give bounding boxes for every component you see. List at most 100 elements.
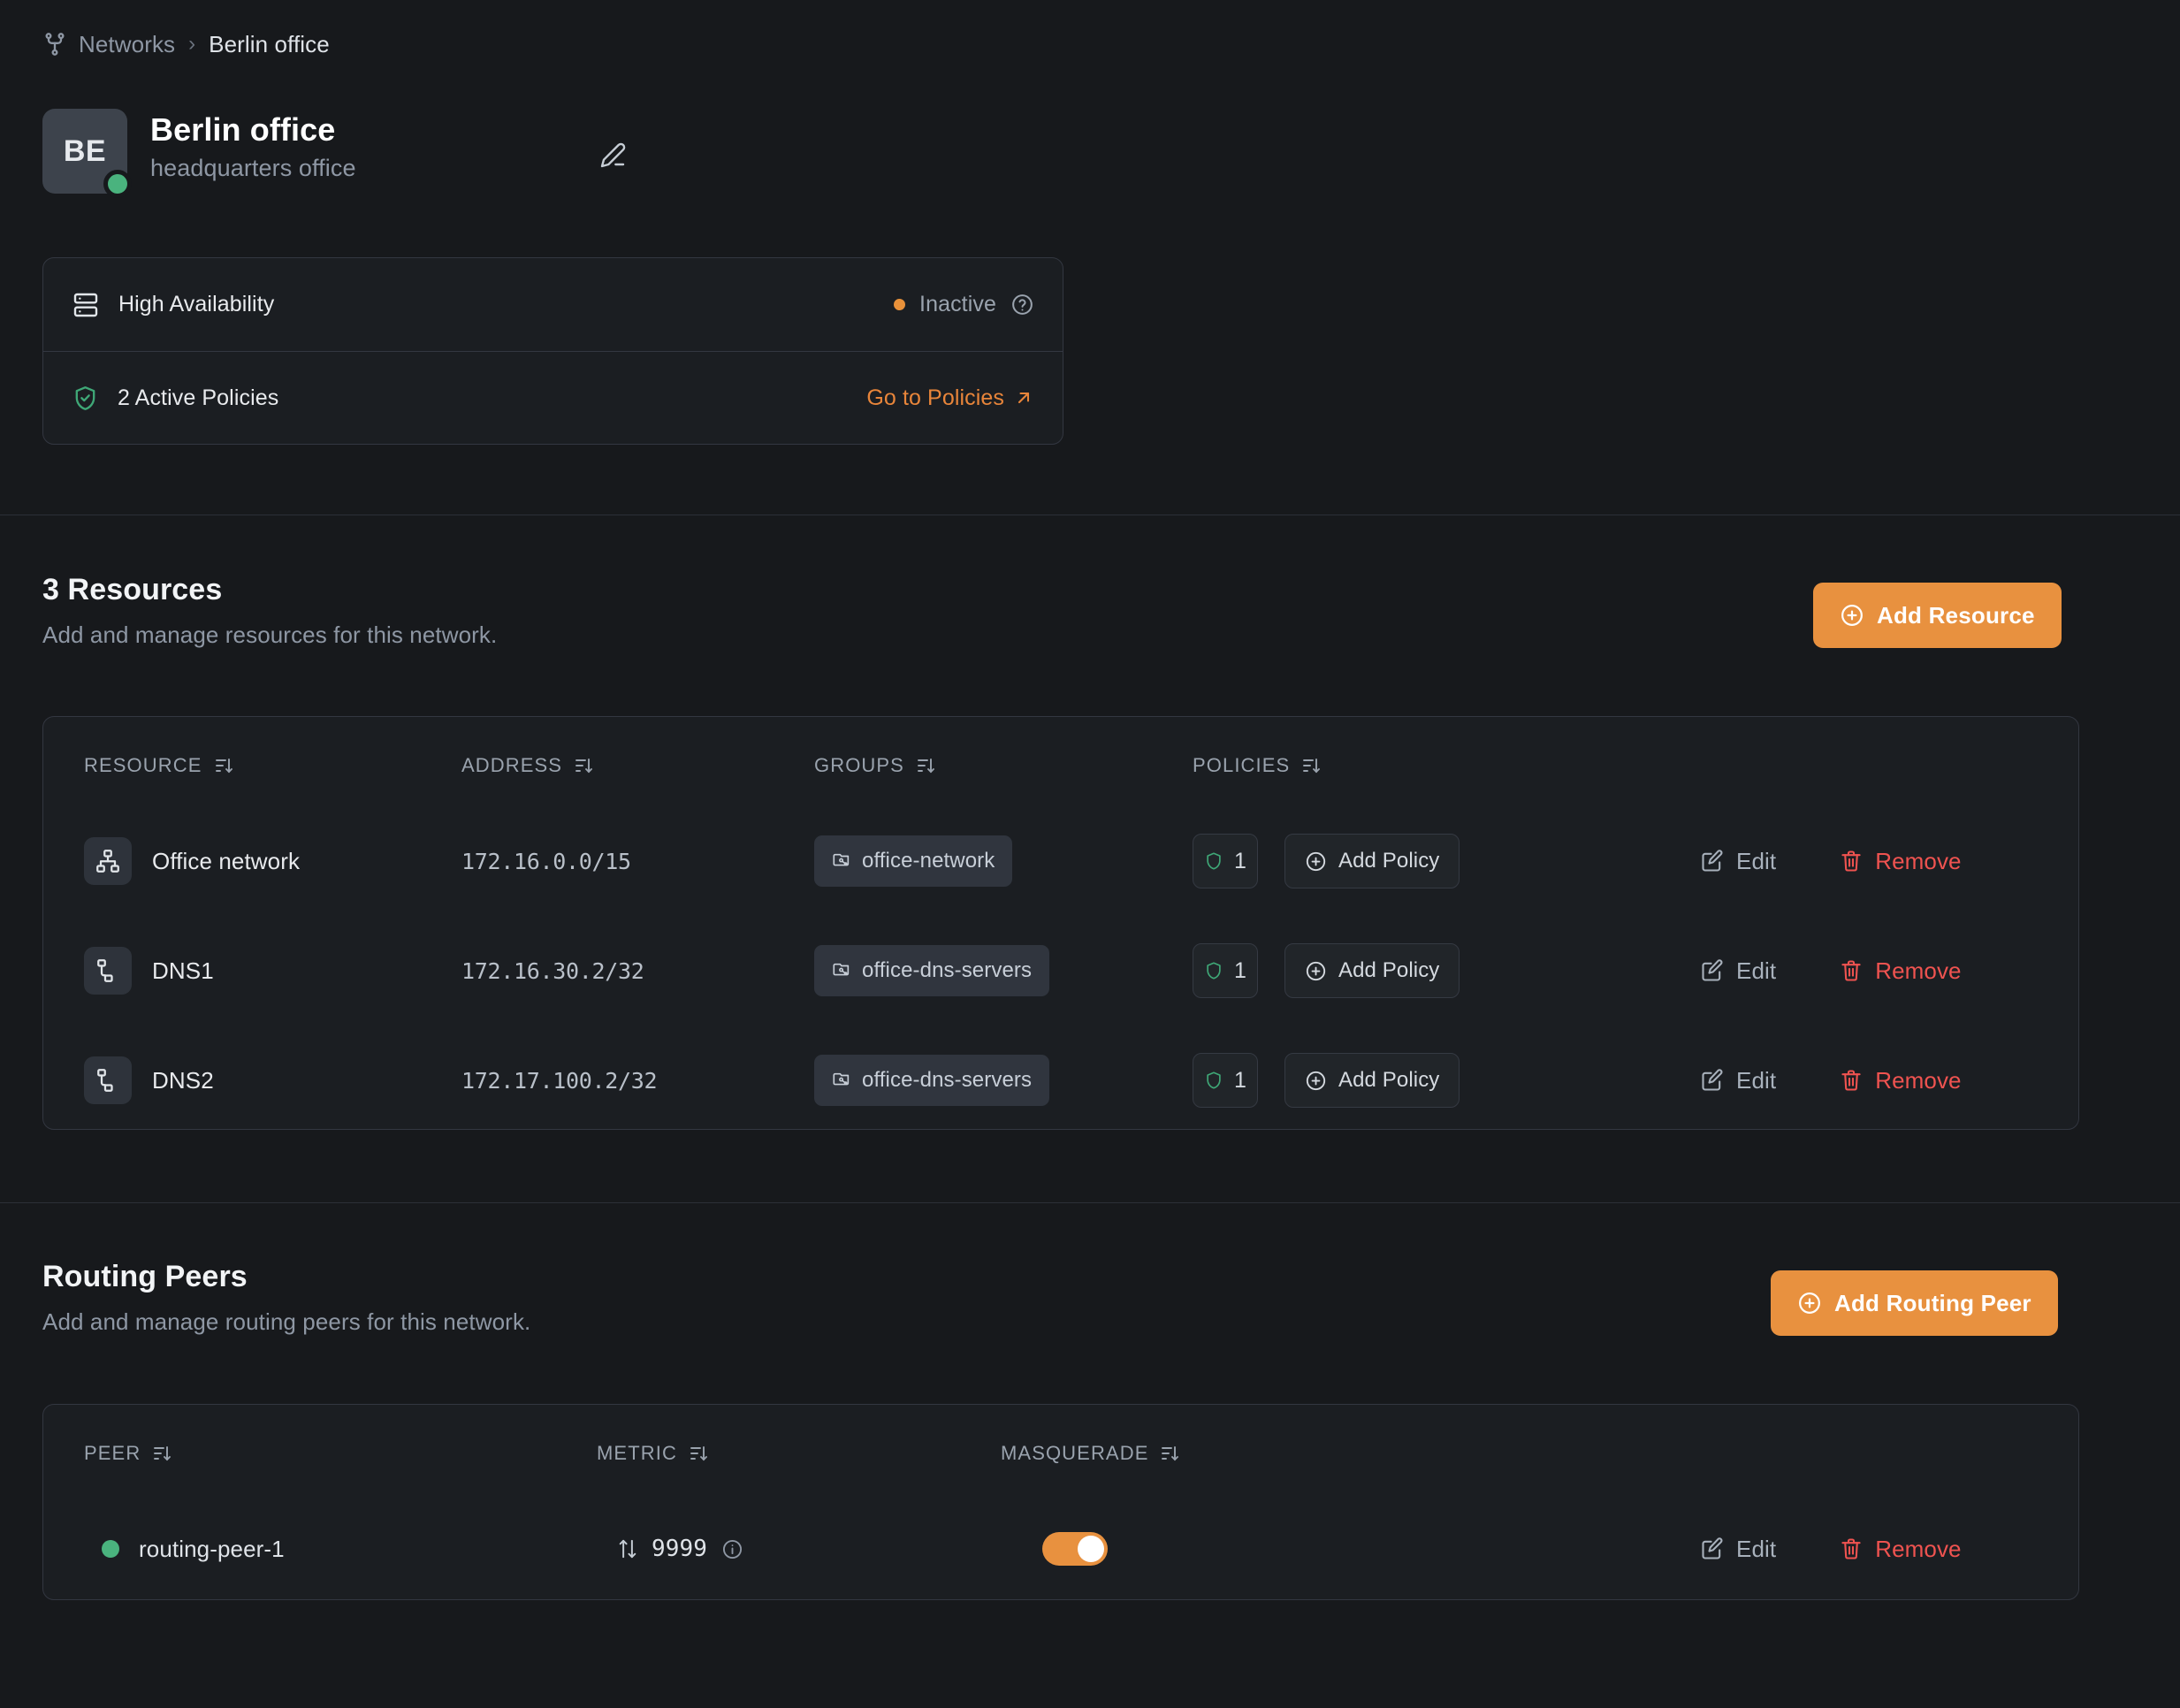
workflow-icon — [84, 1056, 132, 1104]
add-policy-button[interactable]: Add Policy — [1284, 834, 1460, 888]
column-header-masquerade[interactable]: MASQUERADE — [1001, 1442, 1181, 1465]
remove-resource-button[interactable]: Remove — [1839, 957, 1962, 985]
cell-policies: 1 Add Policy — [1193, 1026, 1460, 1135]
policy-count: 1 — [1234, 848, 1246, 873]
high-availability-row: High Availability Inactive — [43, 258, 1063, 351]
cell-address: 172.17.100.2/32 — [461, 1026, 658, 1135]
group-icon — [832, 1071, 851, 1090]
plus-circle-icon — [1305, 850, 1327, 873]
edit-resource-button[interactable]: Edit — [1700, 848, 1776, 875]
cell-resource: DNS2 — [84, 1026, 214, 1135]
routing-peers-section-header: Routing Peers Add and manage routing pee… — [42, 1260, 530, 1336]
group-tag[interactable]: office-network — [814, 835, 1013, 887]
resource-name: Office network — [152, 847, 301, 874]
plus-circle-icon — [1305, 1070, 1327, 1092]
table-row: routing-peer-1 9999 — [43, 1494, 2078, 1604]
remove-resource-button[interactable]: Remove — [1839, 1066, 1962, 1094]
edit-network-button[interactable] — [594, 137, 631, 174]
cell-groups: office-dns-servers — [814, 1026, 1050, 1135]
add-policy-button[interactable]: Add Policy — [1284, 1053, 1460, 1108]
sort-icon — [152, 1443, 173, 1464]
column-label: PEER — [84, 1442, 141, 1464]
column-header-address[interactable]: ADDRESS — [461, 754, 595, 777]
add-policy-button[interactable]: Add Policy — [1284, 943, 1460, 998]
resources-section-header: 3 Resources Add and manage resources for… — [42, 573, 497, 649]
cell-actions: Edit Remove — [1700, 1026, 1962, 1135]
resource-name: DNS1 — [152, 957, 214, 984]
resource-address: 172.16.0.0/15 — [461, 848, 631, 874]
trash-icon — [1839, 849, 1864, 873]
group-tag[interactable]: office-dns-servers — [814, 945, 1050, 996]
toggle-knob — [1078, 1536, 1104, 1562]
edit-label: Edit — [1736, 957, 1777, 984]
plus-circle-icon — [1305, 960, 1327, 982]
remove-label: Remove — [1875, 957, 1962, 984]
go-to-policies-link[interactable]: Go to Policies — [866, 385, 1034, 411]
column-header-metric[interactable]: METRIC — [597, 1442, 710, 1465]
masquerade-toggle[interactable] — [1042, 1532, 1108, 1566]
info-circle-icon[interactable] — [721, 1538, 743, 1560]
edit-square-icon — [1700, 1536, 1725, 1561]
avatar-initials: BE — [42, 109, 127, 194]
status-badge: Inactive — [919, 292, 996, 316]
column-header-policies[interactable]: POLICIES — [1193, 754, 1322, 777]
cell-policies: 1 Add Policy — [1193, 916, 1460, 1026]
cell-policies: 1 Add Policy — [1193, 806, 1460, 916]
policy-count-badge[interactable]: 1 — [1193, 943, 1258, 998]
column-header-groups[interactable]: GROUPS — [814, 754, 937, 777]
cell-resource: DNS1 — [84, 916, 214, 1026]
remove-routing-peer-button[interactable]: Remove — [1839, 1536, 1962, 1563]
column-header-peer[interactable]: PEER — [84, 1442, 173, 1465]
trash-icon — [1839, 1536, 1864, 1561]
group-tag[interactable]: office-dns-servers — [814, 1055, 1050, 1106]
sort-icon — [1160, 1443, 1181, 1464]
status-badge-dot — [894, 299, 906, 310]
routing-peers-table: PEER METRIC MASQUERADE routing-peer-1 — [42, 1404, 2079, 1600]
section-divider-routing-peers — [0, 1202, 2180, 1203]
policy-count: 1 — [1234, 1067, 1246, 1093]
help-circle-icon[interactable] — [1010, 293, 1034, 316]
column-label: GROUPS — [814, 754, 904, 776]
peer-status-dot — [102, 1540, 119, 1558]
high-availability-label: High Availability — [118, 292, 275, 316]
column-label: RESOURCE — [84, 754, 202, 776]
add-policy-label: Add Policy — [1338, 958, 1440, 982]
breadcrumb-current: Berlin office — [209, 30, 330, 57]
breadcrumb-parent-link[interactable]: Networks — [79, 30, 176, 57]
page-title: Berlin office — [150, 111, 336, 148]
add-policy-label: Add Policy — [1338, 1068, 1440, 1092]
edit-resource-button[interactable]: Edit — [1700, 1067, 1776, 1094]
metric-value: 9999 — [652, 1536, 708, 1562]
column-label: MASQUERADE — [1001, 1442, 1149, 1464]
trash-icon — [1839, 958, 1864, 983]
breadcrumb-separator: › — [188, 32, 196, 56]
arrows-up-down-icon — [616, 1537, 639, 1560]
edit-resource-button[interactable]: Edit — [1700, 957, 1776, 985]
arrow-up-right-icon — [1013, 387, 1034, 408]
add-resource-label: Add Resource — [1877, 601, 2035, 629]
shield-icon — [1204, 961, 1223, 980]
column-header-resource[interactable]: RESOURCE — [84, 754, 235, 777]
remove-resource-button[interactable]: Remove — [1839, 847, 1962, 875]
cell-masquerade — [1042, 1494, 1108, 1604]
remove-label: Remove — [1875, 847, 1962, 874]
page-subtitle: headquarters office — [150, 155, 356, 182]
active-policies-row: 2 Active Policies Go to Policies — [43, 351, 1063, 444]
cell-metric: 9999 — [616, 1494, 743, 1604]
policy-count-badge[interactable]: 1 — [1193, 834, 1258, 888]
shield-icon — [1204, 1071, 1223, 1090]
edit-routing-peer-button[interactable]: Edit — [1700, 1536, 1776, 1563]
resources-table: RESOURCE ADDRESS GROUPS POLICIES — [42, 716, 2079, 1130]
resources-description: Add and manage resources for this networ… — [42, 621, 498, 648]
cell-peer: routing-peer-1 — [102, 1494, 285, 1604]
shield-check-icon — [72, 385, 99, 412]
routing-peers-title: Routing Peers — [42, 1260, 248, 1293]
cell-groups: office-dns-servers — [814, 916, 1050, 1026]
go-to-policies-label: Go to Policies — [866, 385, 1004, 410]
remove-label: Remove — [1875, 1066, 1962, 1094]
resources-title: 3 Resources — [42, 573, 223, 606]
add-resource-button[interactable]: Add Resource — [1813, 583, 2062, 648]
cell-groups: office-network — [814, 806, 1013, 916]
policy-count-badge[interactable]: 1 — [1193, 1053, 1258, 1108]
add-routing-peer-button[interactable]: Add Routing Peer — [1771, 1270, 2058, 1336]
